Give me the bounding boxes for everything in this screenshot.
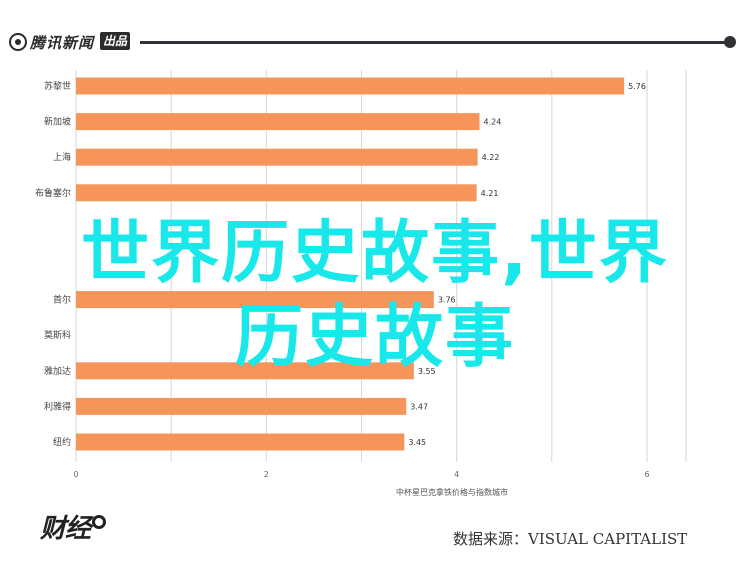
bar (76, 433, 405, 451)
header-divider-dot (724, 36, 736, 48)
bar (76, 291, 434, 309)
bar (76, 148, 478, 166)
value-label: 4.24 (484, 118, 502, 127)
category-label: 首尔 (53, 294, 71, 306)
grid-lines (75, 70, 687, 462)
x-tick-label: 6 (644, 470, 649, 479)
value-label: 4.22 (482, 153, 500, 162)
header: 腾讯新闻 出品 (0, 0, 750, 70)
brand-badge: 出品 (100, 32, 131, 50)
category-label: 莫斯科 (44, 329, 71, 341)
tencent-news-logo-icon (9, 33, 27, 51)
bar (76, 362, 414, 380)
x-tick-label: 2 (264, 470, 269, 479)
bar (76, 77, 625, 95)
category-label: 雅加达 (44, 365, 71, 377)
bar (76, 397, 407, 415)
footer-logo-text: 财经 (40, 514, 91, 544)
value-label: 3.55 (418, 367, 436, 376)
brand-name: 腾讯新闻 (30, 34, 95, 52)
x-axis-ticks: 0 2 4 6 (73, 470, 649, 479)
footer-logo: 财经 (40, 508, 107, 545)
bars (76, 77, 625, 451)
overlay-title-line-1: 世界历史故事,世界 (81, 214, 669, 293)
category-label: 纽约 (53, 436, 71, 448)
value-labels: 5.76 4.24 4.22 4.21 3.76 3.55 3.47 3.45 (408, 82, 646, 447)
overlay-title-line-2: 历史故事 (234, 298, 515, 377)
value-label: 5.76 (628, 82, 646, 91)
overlay-title: 世界历史故事,世界 历史故事 (10, 212, 740, 380)
value-label: 3.45 (408, 438, 426, 447)
category-label: 苏黎世 (44, 80, 71, 92)
footer-logo-mark-icon (92, 515, 107, 529)
x-tick-label: 4 (454, 470, 459, 479)
bar (76, 184, 477, 202)
source-credit: 数据来源：VISUAL CAPITALIST (453, 530, 688, 548)
value-label: 3.76 (438, 296, 456, 305)
category-label: 上海 (53, 151, 71, 163)
header-divider (140, 41, 728, 44)
bar (76, 113, 480, 131)
x-axis-label: 中杯星巴克拿铁价格与指数城市 (396, 487, 508, 497)
value-label: 3.47 (410, 402, 428, 411)
x-tick-label: 0 (73, 470, 78, 479)
category-label: 新加坡 (44, 116, 71, 128)
category-label: 布鲁塞尔 (35, 187, 71, 199)
category-label: 利雅得 (44, 400, 71, 412)
value-label: 4.21 (481, 189, 499, 198)
